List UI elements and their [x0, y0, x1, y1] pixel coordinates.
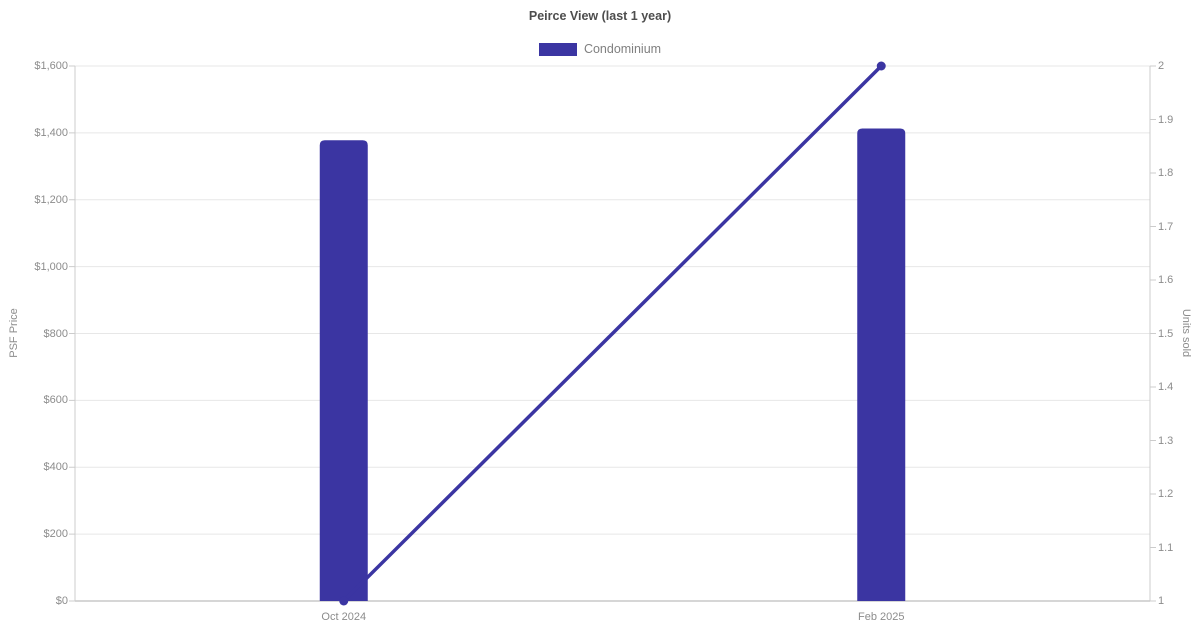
right-y-tick-label: 1.9 — [1158, 113, 1174, 126]
legend-label: Condominium — [583, 42, 662, 56]
x-tick-label: Oct 2024 — [321, 611, 367, 623]
right-y-tick-label: 1.7 — [1158, 220, 1174, 233]
data-point[interactable] — [339, 596, 349, 606]
left-y-tick-label: $1,600 — [34, 60, 68, 72]
left-y-tick-label: $800 — [43, 327, 68, 340]
bar-feb-2025[interactable] — [857, 128, 906, 601]
left-y-tick-label: $0 — [55, 595, 68, 607]
left-y-tick-label: $1,000 — [34, 260, 68, 273]
legend-item-condominium[interactable]: Condominium — [538, 42, 662, 56]
units-sold-line[interactable] — [342, 64, 883, 603]
right-y-tick-label: 1.3 — [1158, 434, 1174, 447]
left-y-tick-label: $200 — [43, 528, 68, 541]
right-y-tick-label: 1.1 — [1158, 541, 1174, 554]
bar-oct-2024[interactable] — [319, 140, 368, 601]
right-y-tick-label: 1.6 — [1158, 274, 1174, 286]
right-y-tick-label: 1.8 — [1158, 167, 1174, 179]
data-point[interactable] — [876, 61, 886, 71]
right-y-tick-label: 2 — [1158, 60, 1165, 72]
left-y-tick-label: $400 — [43, 461, 68, 474]
left-y-tick-label: $600 — [43, 394, 68, 407]
legend: Condominium — [0, 42, 1200, 56]
right-y-tick-label: 1 — [1158, 595, 1165, 607]
right-y-tick-label: 1.2 — [1158, 488, 1174, 500]
chart-title: Peirce View (last 1 year) — [528, 9, 672, 23]
right-y-tick-label: 1.5 — [1158, 327, 1174, 340]
left-y-tick-label: $1,400 — [34, 126, 68, 139]
legend-swatch — [538, 42, 577, 56]
left-y-tick-label: $1,200 — [34, 193, 68, 206]
x-tick-label: Feb 2025 — [858, 611, 905, 623]
right-y-tick-label: 1.4 — [1158, 381, 1174, 393]
